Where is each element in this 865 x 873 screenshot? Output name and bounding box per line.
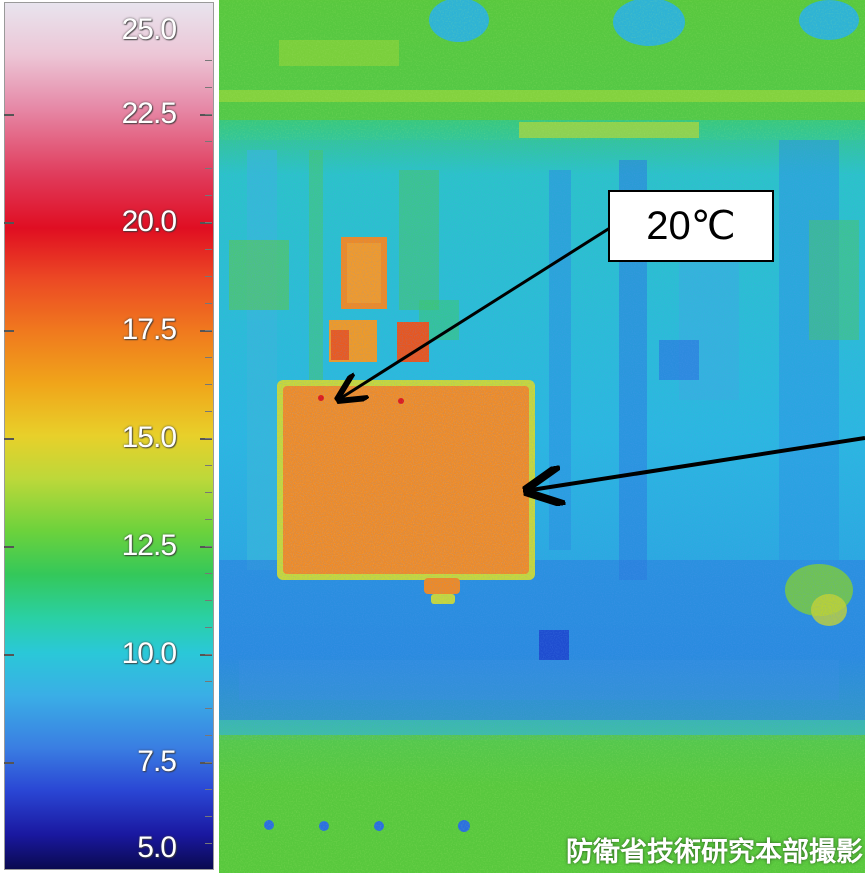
scale-tick-minor	[205, 195, 212, 196]
scale-tick-left-6	[4, 762, 14, 764]
arrow-to-hotspot	[341, 224, 614, 398]
scale-tick-minor	[205, 168, 212, 169]
scale-tick-major-2	[200, 330, 212, 332]
scale-label-12-5: 12.5	[121, 529, 177, 562]
scale-tick-left-4	[4, 546, 14, 548]
scale-tick-minor	[205, 735, 212, 736]
scale-tick-minor	[205, 573, 212, 574]
scale-tick-minor	[205, 789, 212, 790]
scale-tick-minor	[205, 600, 212, 601]
scale-tick-minor	[205, 357, 212, 358]
scale-tick-minor	[205, 141, 212, 142]
scale-tick-left-5	[4, 654, 14, 656]
scale-tick-minor	[205, 843, 212, 844]
scale-tick-minor	[205, 519, 212, 520]
thermal-image	[219, 0, 865, 873]
scale-label-25: 25.0	[121, 13, 177, 46]
scale-tick-minor	[205, 438, 212, 439]
arrow-to-panel	[531, 436, 865, 490]
scale-tick-minor	[205, 762, 212, 763]
scale-label-15: 15.0	[121, 421, 177, 454]
scale-tick-minor	[205, 546, 212, 547]
callout-text: 20℃	[646, 204, 736, 248]
scale-tick-minor	[205, 816, 212, 817]
scale-tick-minor	[205, 411, 212, 412]
scale-label-10: 10.0	[121, 637, 177, 670]
scale-tick-minor	[205, 249, 212, 250]
scale-tick-major-1	[200, 222, 212, 224]
scale-tick-left-2	[4, 330, 14, 332]
scale-tick-minor	[205, 681, 212, 682]
thermal-scene	[219, 0, 865, 873]
scale-tick-minor	[205, 222, 212, 223]
temperature-gradient	[4, 2, 214, 870]
scale-tick-major-3	[200, 438, 212, 440]
scale-label-7-5: 7.5	[137, 745, 177, 778]
watermark-credit: 防衛省技術研究本部撮影	[566, 837, 863, 868]
scale-tick-major-0	[200, 114, 212, 116]
scale-tick-minor	[205, 708, 212, 709]
scale-tick-minor	[205, 465, 212, 466]
scale-label-22-5: 22.5	[121, 97, 177, 130]
scale-tick-major-6	[200, 762, 212, 764]
scale-tick-minor	[205, 276, 212, 277]
scale-tick-major-5	[200, 654, 212, 656]
scale-tick-minor	[205, 384, 212, 385]
scale-label-5: 5.0	[137, 831, 177, 864]
scale-label-17-5: 17.5	[121, 313, 177, 346]
scale-tick-minor	[205, 303, 212, 304]
scale-tick-minor	[205, 87, 212, 88]
scale-tick-major-4	[200, 546, 212, 548]
scale-tick-minor	[205, 114, 212, 115]
scale-tick-minor	[205, 60, 212, 61]
scale-tick-minor	[205, 330, 212, 331]
scale-tick-minor	[205, 654, 212, 655]
scale-label-20: 20.0	[121, 205, 177, 238]
scale-tick-left-1	[4, 222, 14, 224]
scale-tick-left-0	[4, 114, 14, 116]
scale-tick-minor	[205, 627, 212, 628]
scale-tick-minor	[205, 492, 212, 493]
scale-tick-left-3	[4, 438, 14, 440]
color-scale-bar: 25.0 22.5 20.0 17.5 15.0 12.5 10.0 7.5 5…	[0, 0, 214, 873]
temperature-callout: 20℃	[608, 190, 774, 262]
